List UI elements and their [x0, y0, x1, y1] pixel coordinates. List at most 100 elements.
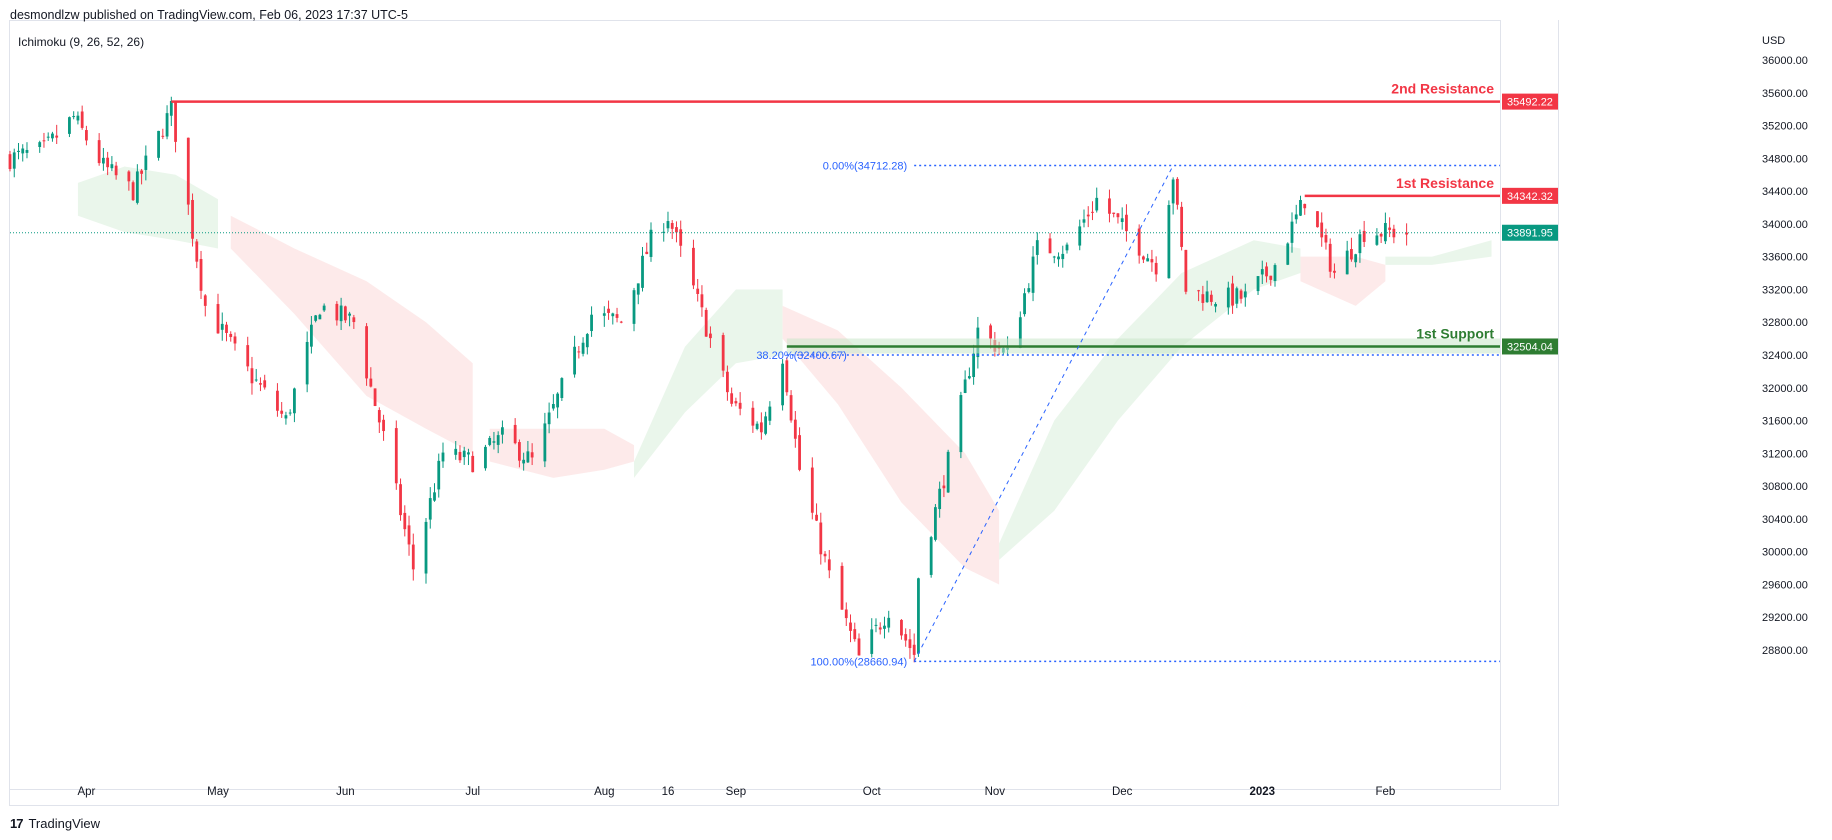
- candle-body: [165, 113, 169, 137]
- candle-body: [632, 290, 636, 324]
- candle-body: [492, 441, 496, 443]
- candle-body: [619, 321, 623, 323]
- kumo-bear: [489, 428, 635, 478]
- candle-body: [191, 199, 194, 239]
- candle-body: [840, 565, 844, 610]
- x-tick-label: Dec: [1112, 786, 1133, 798]
- candle-body: [1023, 293, 1026, 315]
- candle-body: [335, 303, 339, 321]
- candle-body: [424, 521, 428, 574]
- candle-body: [1209, 294, 1213, 302]
- candle-body: [1052, 256, 1056, 258]
- candle-body: [25, 150, 29, 153]
- candle-body: [186, 137, 190, 205]
- candle-body: [250, 368, 254, 384]
- candle-body: [1180, 206, 1184, 247]
- candle-body: [1350, 249, 1353, 260]
- publish-header: desmondlzw published on TradingView.com,…: [10, 8, 408, 22]
- y-tick-label: 32800.00: [1762, 317, 1808, 329]
- candle-body: [1035, 240, 1039, 255]
- candle-body: [904, 634, 908, 641]
- candle-body: [339, 305, 343, 322]
- y-tick-label: 30000.00: [1762, 547, 1808, 559]
- candle-body: [798, 435, 801, 470]
- candle-body: [1048, 238, 1052, 254]
- kumo-bull: [634, 289, 783, 478]
- candle-body: [462, 450, 466, 458]
- kumo-bull: [999, 240, 1301, 560]
- candle-body: [85, 130, 88, 141]
- candle-body: [709, 333, 712, 339]
- candle-body: [1316, 211, 1319, 228]
- level-price-tag: [1502, 93, 1558, 110]
- candle-body: [403, 512, 407, 530]
- candle-body: [1375, 235, 1379, 245]
- candle-body: [1184, 249, 1188, 292]
- candle-body: [42, 140, 46, 142]
- candle-body: [815, 514, 818, 521]
- candle-body: [581, 342, 585, 354]
- candle-body: [1269, 275, 1273, 280]
- candle-body: [322, 305, 326, 311]
- candle-body: [377, 410, 381, 423]
- y-axis: USD 36000.00 35600.00 35200.00 34800.00 34400…: [9, 20, 1808, 806]
- candle-body: [1057, 256, 1060, 260]
- candle-body: [318, 314, 322, 320]
- candle-body: [314, 315, 318, 321]
- candle-body: [471, 455, 475, 473]
- candle-body: [556, 393, 560, 408]
- candle-body: [989, 325, 992, 339]
- candle-body: [216, 304, 220, 334]
- candle-body: [144, 155, 148, 170]
- candle-body: [199, 258, 203, 291]
- candle-body: [1137, 228, 1141, 256]
- candle-body: [1333, 270, 1336, 273]
- candle-body: [726, 371, 729, 393]
- x-axis: Apr May Jun Jul Aug 16 Sep Oct Nov Dec 2023 Feb: [77, 786, 1395, 798]
- candle-body: [819, 522, 823, 555]
- kumo-bear: [782, 305, 1000, 585]
- candle-body: [696, 288, 700, 294]
- candle-body: [110, 164, 114, 169]
- candle-body: [730, 393, 734, 404]
- y-tick-label: 35600.00: [1762, 88, 1808, 100]
- candle-body: [853, 629, 857, 640]
- y-tick-label: 33200.00: [1762, 284, 1808, 296]
- candle-body: [1150, 259, 1154, 263]
- level-price-label: 35492.22: [1507, 97, 1553, 109]
- candle-body: [293, 388, 296, 414]
- x-tick-label: Sep: [726, 786, 746, 798]
- candle-body: [437, 460, 441, 490]
- indicator-legend[interactable]: Ichimoku (9, 26, 52, 26): [18, 35, 145, 49]
- candle-body: [1286, 243, 1290, 265]
- candle-body: [1273, 265, 1277, 281]
- candle-body: [662, 231, 666, 233]
- candle-body: [585, 334, 589, 348]
- candle-body: [1239, 290, 1243, 299]
- tradingview-footer[interactable]: 17 TradingView: [10, 816, 100, 831]
- candle-body: [68, 117, 71, 134]
- candle-body: [259, 383, 262, 385]
- candle-body: [963, 379, 967, 393]
- ichimoku-cloud: [77, 166, 1492, 585]
- candle-body: [135, 171, 139, 203]
- kumo-bull: [77, 166, 219, 249]
- candle-body: [649, 229, 653, 257]
- candle-body: [17, 150, 20, 153]
- candle-body: [679, 229, 683, 246]
- level-name: 1st Support: [1416, 325, 1494, 341]
- candle-body: [309, 324, 313, 347]
- candle-body: [8, 154, 12, 169]
- candle-body: [276, 390, 279, 411]
- tradingview-brand: TradingView: [28, 816, 101, 831]
- candle-body: [721, 335, 725, 371]
- candle-body: [441, 452, 445, 462]
- candle-body: [284, 415, 288, 419]
- candle-body: [1235, 288, 1239, 304]
- level-name: 1st Resistance: [1396, 175, 1494, 191]
- candle-body: [1205, 291, 1209, 303]
- candle-body: [934, 507, 937, 540]
- candle-body: [751, 407, 755, 426]
- candle-body: [161, 135, 165, 137]
